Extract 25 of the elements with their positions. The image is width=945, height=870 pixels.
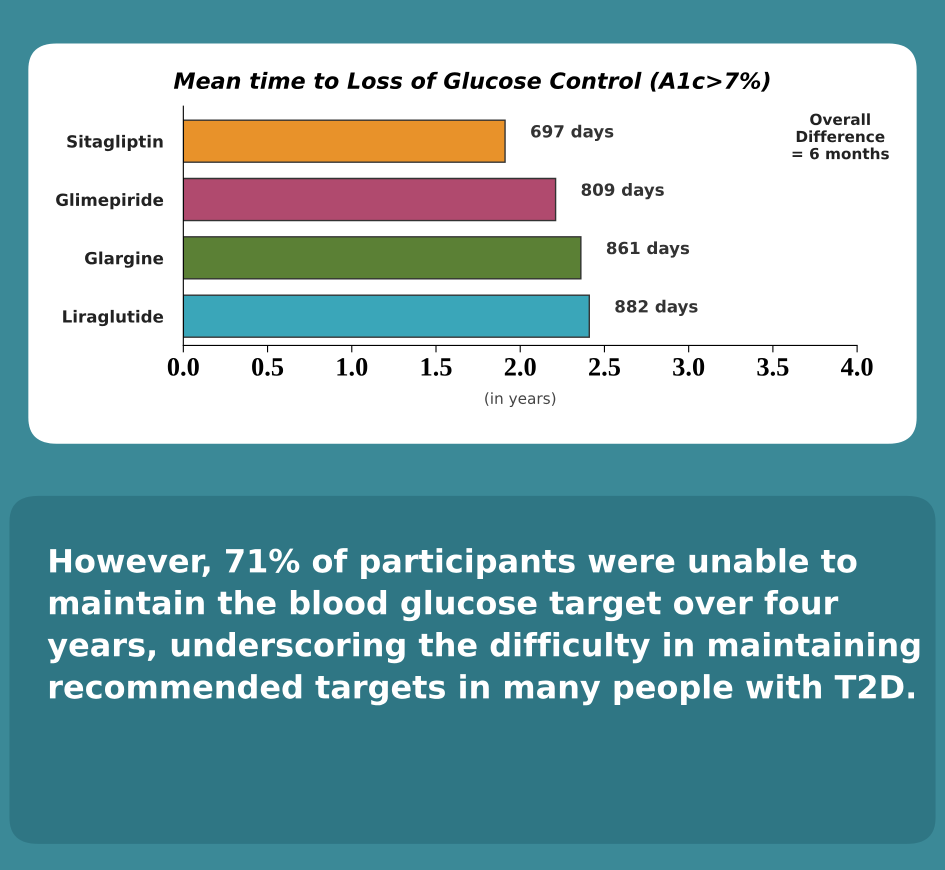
x-tick-label: 0.5 <box>252 358 284 376</box>
y-tick-label: Glargine <box>85 252 164 268</box>
x-tick-label: 4.0 <box>840 358 873 376</box>
bar <box>183 178 556 222</box>
bar <box>183 294 590 338</box>
x-tick-label: 2.5 <box>589 358 620 376</box>
chart-title: Mean time to Loss of Glucose Control (A1c>7%) <box>174 72 770 92</box>
x-tick-label: 2.0 <box>504 358 536 376</box>
text: However, 71% of participants were unable to maintain the blood glucose target over four years, underscoring the difficulty in maintaining recommended targets in many people with T2D. <box>48 548 920 706</box>
annotation: Overall Difference = 6 months <box>792 113 889 160</box>
x-tick-label: 3.5 <box>757 358 788 376</box>
x-tick-label: 3.0 <box>673 358 704 376</box>
annotation: 697 days <box>531 124 614 141</box>
y-tick-label: Liraglutide <box>63 310 164 326</box>
annotation: 861 days <box>606 241 690 258</box>
y-tick-label: Glimepiride <box>56 193 164 210</box>
x-tick-label: 1.5 <box>422 358 452 376</box>
bar <box>183 119 506 163</box>
x-tick-label: 0.0 <box>168 358 199 376</box>
y-tick-label: Sitagliptin <box>67 134 163 152</box>
annotation: 882 days <box>615 300 698 316</box>
annotation: 809 days <box>582 183 664 200</box>
x-tick-label: 1.0 <box>337 358 368 376</box>
bar <box>183 236 582 280</box>
x-axis-title: (in years) <box>485 392 556 408</box>
